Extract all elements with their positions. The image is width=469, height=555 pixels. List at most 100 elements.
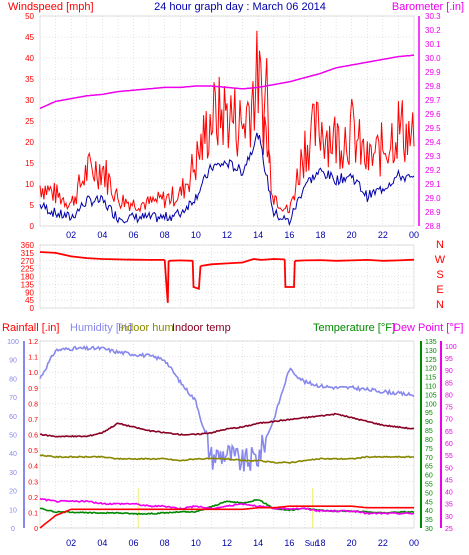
x-tick-label: 10 bbox=[191, 538, 201, 548]
compass-label: W bbox=[435, 254, 446, 266]
x-tick-label: 06 bbox=[128, 230, 138, 240]
y-tick-direction: 180 bbox=[21, 273, 35, 282]
series-layer bbox=[39, 30, 415, 529]
y-tick-windspeed: 30 bbox=[25, 96, 34, 105]
y2-tick-barometer: 29.4 bbox=[425, 138, 441, 147]
chart-title: 24 hour graph day : March 06 2014 bbox=[154, 1, 326, 13]
compass-label: N bbox=[436, 239, 444, 251]
y2-tick-barometer: 29.8 bbox=[425, 82, 441, 91]
y2-tick-barometer: 30.0 bbox=[425, 54, 441, 63]
x-tick-label: 12 bbox=[222, 230, 232, 240]
y-tick-humidity: 90 bbox=[9, 358, 17, 365]
y-tick-dew-point: 35 bbox=[445, 502, 453, 509]
y-tick-dew-point: 80 bbox=[445, 392, 453, 399]
y-tick-temperature: 35 bbox=[425, 517, 433, 524]
y-tick-rainfall: 0.3 bbox=[28, 479, 38, 486]
y-tick-temperature: 50 bbox=[425, 490, 433, 497]
direction-line bbox=[283, 259, 296, 288]
y-tick-humidity: 100 bbox=[7, 339, 19, 346]
y-tick-temperature: 105 bbox=[425, 392, 437, 399]
y-tick-rainfall: 0.4 bbox=[28, 464, 38, 471]
rainfall-line bbox=[39, 505, 414, 529]
y-tick-humidity: 80 bbox=[9, 376, 17, 383]
y-tick-dew-point: 45 bbox=[445, 477, 453, 484]
y-tick-windspeed: 15 bbox=[25, 159, 34, 168]
y-tick-direction: 225 bbox=[21, 265, 35, 274]
y-tick-direction: 0 bbox=[30, 304, 35, 313]
y-tick-dew-point: 90 bbox=[445, 368, 453, 375]
y2-tick-barometer: 29.6 bbox=[425, 110, 441, 119]
dew-point-line bbox=[39, 497, 415, 515]
y-tick-rainfall: 1.2 bbox=[28, 339, 38, 346]
axes-layer: 02 02 04 04 06 06 08 08 10 10 12 12 14 14 16 16 18 18 20 20… bbox=[7, 12, 457, 548]
y-tick-rainfall: 1.0 bbox=[28, 370, 38, 377]
y-tick-temperature: 85 bbox=[425, 428, 433, 435]
x-tick-label: 14 bbox=[253, 230, 263, 240]
y-tick-dew-point: 55 bbox=[445, 453, 453, 460]
y-tick-dew-point: 40 bbox=[445, 490, 453, 497]
x-tick-label: 16 bbox=[284, 230, 294, 240]
y-tick-windspeed: 25 bbox=[25, 117, 34, 126]
x-tick-label: 22 bbox=[378, 230, 388, 240]
x-tick-label: 18 bbox=[315, 538, 325, 548]
x-tick-label: 14 bbox=[253, 538, 263, 548]
y-tick-rainfall: 0.6 bbox=[28, 433, 38, 440]
y-tick-dew-point: 50 bbox=[445, 465, 453, 472]
y-tick-dew-point: 75 bbox=[445, 405, 453, 412]
y-tick-temperature: 120 bbox=[425, 366, 437, 373]
y-tick-humidity: 50 bbox=[9, 433, 17, 440]
y-tick-temperature: 60 bbox=[425, 473, 433, 480]
y-tick-humidity: 60 bbox=[9, 414, 17, 421]
y-tick-rainfall: 0.2 bbox=[28, 495, 38, 502]
y2-tick-barometer: 29.3 bbox=[425, 152, 441, 161]
y-tick-temperature: 70 bbox=[425, 455, 433, 462]
y-tick-rainfall: 0 bbox=[34, 526, 38, 533]
y2-tick-barometer: 28.8 bbox=[425, 222, 441, 231]
y2-tick-barometer: 29.9 bbox=[425, 68, 441, 77]
indoor-hum-line bbox=[39, 454, 415, 464]
compass-label: E bbox=[436, 284, 443, 296]
y-tick-humidity: 0 bbox=[11, 526, 15, 533]
x-tick-label: 04 bbox=[97, 230, 107, 240]
y-tick-windspeed: 0 bbox=[30, 222, 35, 231]
y-tick-temperature: 40 bbox=[425, 508, 433, 515]
y-tick-temperature: 110 bbox=[425, 384, 436, 391]
y-tick-temperature: 75 bbox=[425, 446, 433, 453]
y-tick-dew-point: 60 bbox=[445, 441, 453, 448]
y-tick-temperature: 30 bbox=[425, 526, 433, 533]
y-tick-windspeed: 45 bbox=[25, 33, 34, 42]
y-tick-humidity: 10 bbox=[9, 507, 17, 514]
y-tick-temperature: 100 bbox=[425, 401, 437, 408]
indoor-temp-line bbox=[39, 412, 415, 438]
y2-tick-barometer: 29.2 bbox=[425, 166, 441, 175]
y-tick-humidity: 30 bbox=[9, 470, 17, 477]
y-tick-windspeed: 5 bbox=[30, 201, 35, 210]
y-tick-windspeed: 20 bbox=[25, 138, 34, 147]
y-tick-temperature: 55 bbox=[425, 481, 433, 488]
dew-point-title: Dew Point [°F] bbox=[393, 322, 463, 334]
y2-tick-barometer: 29.0 bbox=[425, 194, 441, 203]
humidity-line bbox=[39, 344, 415, 472]
y2-tick-barometer: 29.5 bbox=[425, 124, 441, 133]
y-tick-windspeed: 40 bbox=[25, 54, 34, 63]
x-tick-label: 02 bbox=[66, 230, 76, 240]
y-tick-direction: 90 bbox=[25, 288, 34, 297]
y-tick-temperature: 125 bbox=[425, 357, 437, 364]
y-tick-dew-point: 70 bbox=[445, 417, 453, 424]
y-tick-windspeed: 35 bbox=[25, 75, 34, 84]
y-tick-humidity: 20 bbox=[9, 489, 17, 496]
y-tick-rainfall: 0.9 bbox=[28, 386, 38, 393]
rainfall-title: Rainfall [.in] bbox=[2, 322, 59, 334]
x-tick-label: 18 bbox=[315, 230, 325, 240]
x-tick-label: 22 bbox=[378, 538, 388, 548]
windspeed-title: Windspeed [mph] bbox=[8, 1, 94, 13]
y-tick-rainfall: 0.5 bbox=[28, 448, 38, 455]
x-tick-label: 00 bbox=[409, 538, 419, 548]
y-tick-temperature: 90 bbox=[425, 419, 433, 426]
y-tick-windspeed: 50 bbox=[25, 12, 34, 21]
y-tick-direction: 135 bbox=[21, 280, 35, 289]
y2-tick-barometer: 28.9 bbox=[425, 208, 441, 217]
x-tick-label: 00 bbox=[409, 230, 419, 240]
x-tick-label: 16 bbox=[284, 538, 294, 548]
